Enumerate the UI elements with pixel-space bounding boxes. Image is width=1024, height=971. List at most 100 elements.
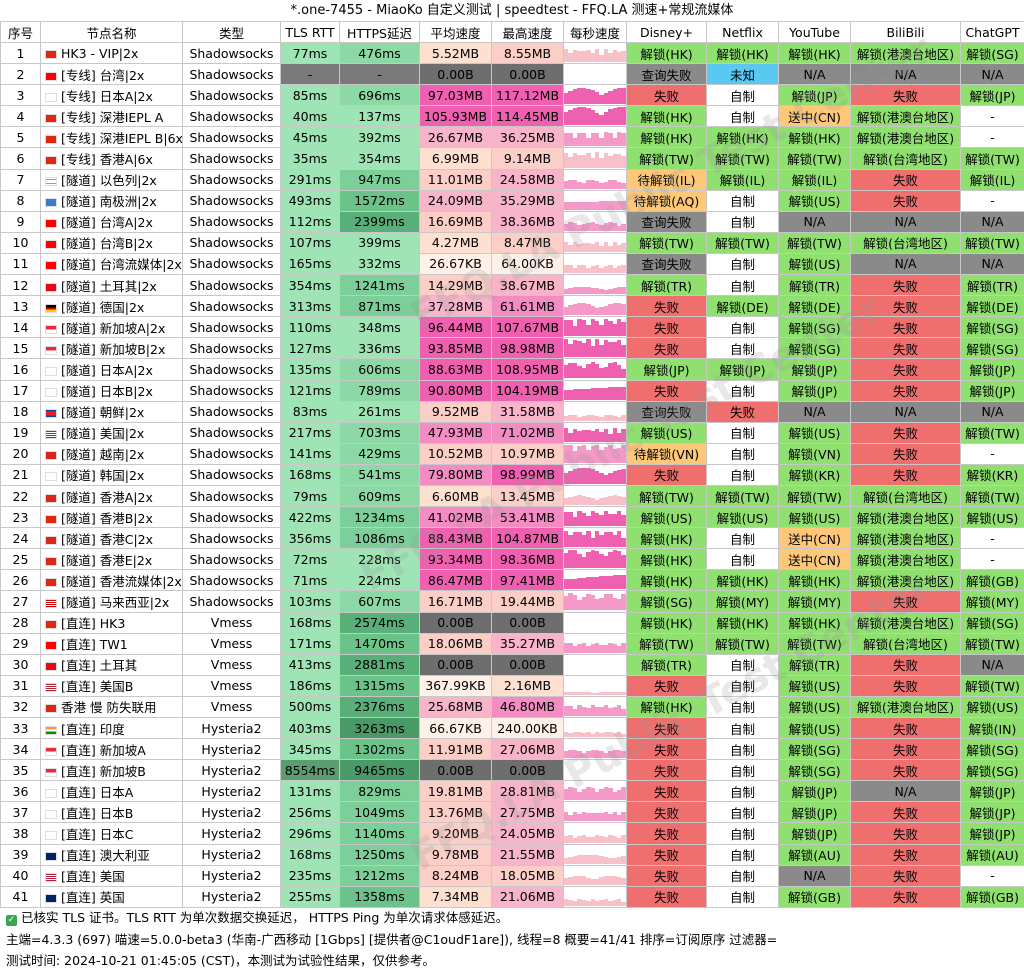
speed-bar <box>612 287 618 295</box>
table-row: 36 [直连] 日本A Hysteria2 131ms 829ms 19.81MB 28.8… <box>0 780 1024 803</box>
node-type: Hysteria2 <box>182 759 281 782</box>
speed-bar <box>599 324 604 337</box>
node-name-text: [隧道] 香港E|2x <box>61 552 153 568</box>
bilibili-result: 失败 <box>850 189 961 212</box>
speed-bar <box>621 835 626 843</box>
node-type: Shadowsocks <box>182 84 281 107</box>
speed-bar <box>608 245 613 252</box>
https-latency: 2881ms <box>339 653 420 676</box>
speed-bar <box>594 444 600 463</box>
tls-rtt: 171ms <box>280 632 340 655</box>
speed-bar <box>594 288 600 295</box>
node-name-text: [专线] 台湾|2x <box>61 67 145 83</box>
speed-bar <box>590 836 595 843</box>
speed-bar <box>617 705 622 716</box>
speed-bar <box>599 554 604 569</box>
per-second-speed <box>563 274 627 297</box>
speed-bar <box>594 749 600 759</box>
speed-bar <box>603 812 609 822</box>
speed-bar <box>577 553 582 569</box>
netflix-result: 解锁(HK) <box>706 611 779 634</box>
netflix-result: 自制 <box>706 105 779 128</box>
chatgpt-result: - <box>960 864 1024 887</box>
speed-bar <box>581 900 587 906</box>
avg-speed: 79.80MB <box>419 463 492 486</box>
row-index: 29 <box>0 632 41 655</box>
speed-bar <box>594 550 600 569</box>
speed-bar <box>577 495 582 506</box>
per-second-speed <box>563 885 627 908</box>
speed-bar <box>608 156 613 168</box>
speed-bar <box>608 514 613 527</box>
chatgpt-result: 解锁(SG) <box>960 316 1024 339</box>
speed-bar <box>594 530 600 548</box>
speed-bar <box>621 642 626 653</box>
speed-bar <box>621 155 626 168</box>
speed-bar <box>577 511 582 527</box>
bilibili-result: 解锁(台湾地区) <box>850 231 961 254</box>
speed-bar <box>599 498 604 506</box>
speed-bar <box>564 223 569 231</box>
header-https-latency: HTTPS延迟 <box>339 21 420 43</box>
speed-bar <box>590 90 595 105</box>
https-latency: 609ms <box>339 484 420 508</box>
avg-speed: 88.63MB <box>419 358 492 381</box>
max-speed: 53.41MB <box>491 506 564 529</box>
speed-bar <box>568 706 573 716</box>
speed-bar <box>621 286 626 295</box>
https-latency: 1140ms <box>339 822 420 845</box>
youtube-result: 解锁(KR) <box>778 463 851 486</box>
per-second-speed <box>563 168 627 191</box>
max-speed: 2.16MB <box>491 674 564 697</box>
max-speed: 114.45MB <box>491 105 564 128</box>
avg-speed: 47.93MB <box>419 421 492 444</box>
node-type: Hysteria2 <box>182 864 281 887</box>
per-second-speed <box>563 84 627 107</box>
speed-bar <box>617 469 622 484</box>
speed-bar <box>564 552 569 569</box>
https-latency: 829ms <box>339 780 420 803</box>
speed-bar <box>590 550 595 569</box>
chatgpt-result: 解锁(TW) <box>960 484 1024 508</box>
speed-bar <box>581 753 587 759</box>
node-type: Hysteria2 <box>182 738 281 761</box>
row-index: 22 <box>0 484 41 508</box>
max-speed: 104.19MB <box>491 379 564 402</box>
speed-bar <box>599 751 604 759</box>
tls-rtt: 71ms <box>280 569 340 592</box>
node-name: [直连] 日本B <box>40 801 183 824</box>
youtube-result: 解锁(AU) <box>778 843 851 866</box>
node-type: Vmess <box>182 611 281 634</box>
node-name-text: [隧道] 越南|2x <box>61 447 145 463</box>
node-name: [隧道] 以色列|2x <box>40 168 183 191</box>
speed-bar <box>586 577 591 590</box>
speed-sparkline <box>564 825 626 843</box>
table-row: 32 香港 慢 防失联用 Vmess 500ms 2376ms 25.68MB 46.80M… <box>0 695 1024 719</box>
chatgpt-result: N/A <box>960 210 1024 233</box>
flag-icon <box>45 282 57 292</box>
speed-sparkline <box>565 614 626 632</box>
table-row: 7 [隧道] 以色列|2x Shadowsocks 291ms 947ms 11.01MB… <box>0 168 1024 191</box>
speed-bar <box>621 496 626 506</box>
speed-bar <box>608 594 613 611</box>
speed-bar <box>621 786 626 801</box>
chatgpt-result: 解锁(JP) <box>960 379 1024 402</box>
speed-sparkline <box>564 403 626 421</box>
node-name-text: [隧道] 新加坡A|2x <box>61 320 166 336</box>
speed-sparkline <box>564 128 626 147</box>
speed-bar <box>603 837 609 843</box>
speed-bar <box>599 576 604 590</box>
speed-bar <box>586 468 591 484</box>
speed-bar <box>577 88 582 105</box>
https-latency: 1212ms <box>339 864 420 887</box>
per-second-speed <box>563 210 627 233</box>
netflix-result: 自制 <box>706 653 779 676</box>
speed-sparkline <box>564 192 626 210</box>
https-latency: 2399ms <box>339 210 420 233</box>
speed-bar <box>608 858 613 864</box>
node-name: [隧道] 马来西亚|2x <box>40 590 183 613</box>
node-name-text: [隧道] 台湾流媒体|2x <box>61 257 182 273</box>
table-row: 2 [专线] 台湾|2x Shadowsocks - -0.00B 0.00B 查询失败 未知… <box>0 63 1024 86</box>
max-speed: 35.29MB <box>491 189 564 212</box>
speed-bar <box>564 811 569 822</box>
